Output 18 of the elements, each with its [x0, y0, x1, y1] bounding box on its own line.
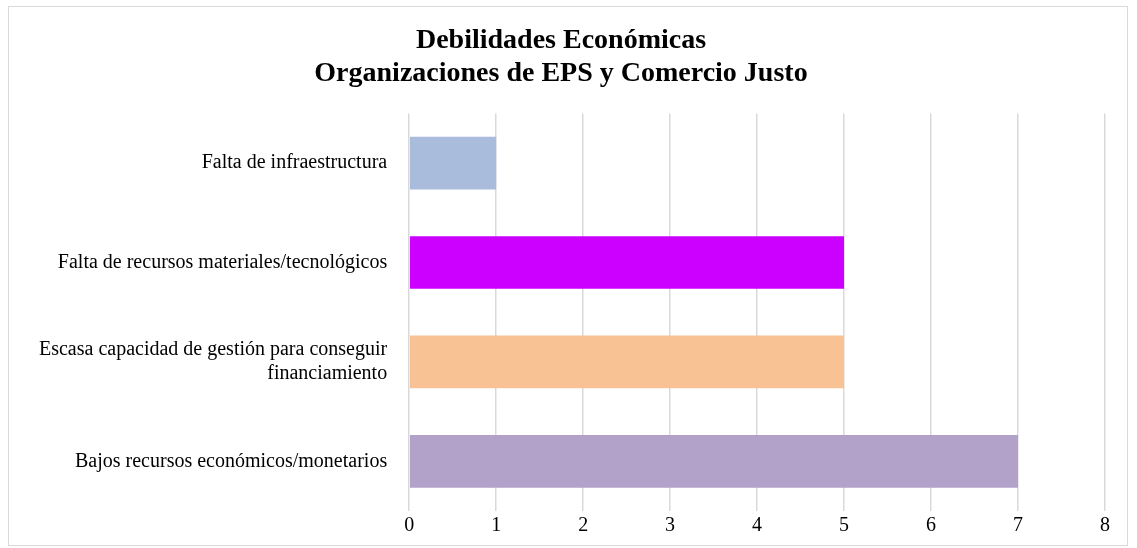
bar: [409, 434, 1019, 488]
y-tick-label: Bajos recursos económicos/monetarios: [75, 448, 388, 472]
chart-title: Debilidades Económicas Organizaciones de EPS y Comercio Justo: [314, 23, 808, 87]
x-tick-label: 4: [752, 513, 763, 536]
y-tick-label: Falta de recursos materiales/tecnológicos: [57, 249, 388, 273]
x-tick-label: 5: [839, 513, 850, 536]
x-tick-label: 7: [1013, 513, 1024, 536]
x-tick-label: 8: [1100, 513, 1110, 536]
bar: [409, 335, 845, 389]
y-tick-label: Escasa capacidad de gestión para conseguir financiamiento: [38, 337, 388, 384]
y-tick-label: Falta de infraestructura: [201, 150, 388, 173]
bar: [409, 236, 845, 289]
x-tick-label: 2: [578, 513, 589, 536]
x-tick-label: 0: [404, 513, 415, 536]
bar: [409, 136, 497, 190]
x-tick-label: 3: [665, 513, 676, 536]
x-tick-label: 1: [491, 513, 502, 536]
x-tick-label: 6: [926, 513, 937, 536]
